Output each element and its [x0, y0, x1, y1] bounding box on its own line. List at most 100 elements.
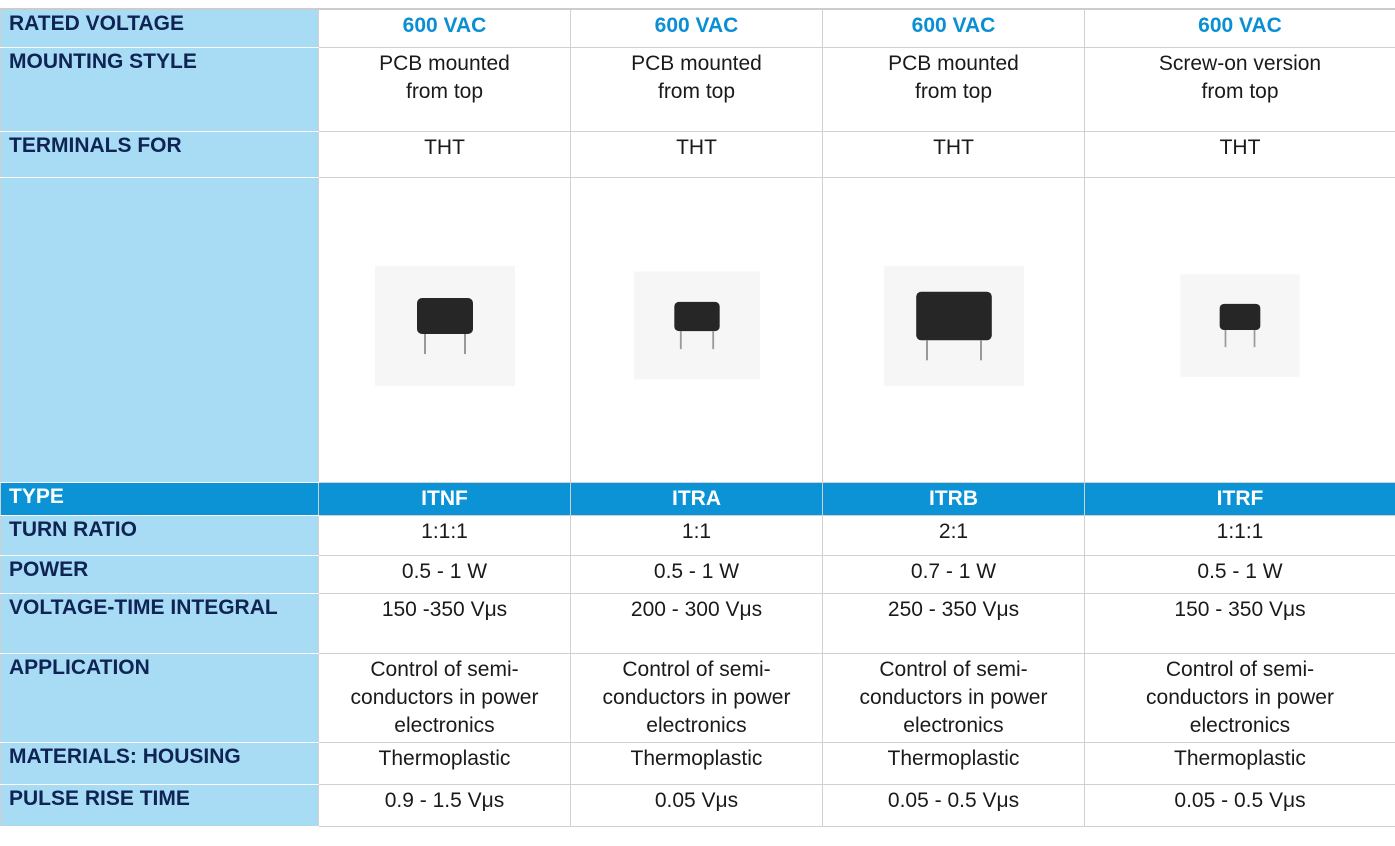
- row-label: TYPE: [0, 481, 319, 516]
- table-cell: Control of semi-conductors in power elect…: [1084, 652, 1395, 743]
- table-cell: 1:1:1: [1084, 514, 1395, 556]
- table-cell: Screw-on version from top: [1084, 46, 1395, 132]
- table-cell: Thermoplastic: [1084, 741, 1395, 785]
- table-cell: Thermoplastic: [570, 741, 823, 785]
- cell-text: from top: [657, 79, 736, 103]
- cell-text: 0.05 Vμs: [654, 788, 739, 812]
- row-label: APPLICATION: [0, 652, 319, 743]
- table-cell: 600 VAC: [822, 8, 1085, 48]
- cell-text: 1:1: [681, 519, 712, 543]
- cell-text: 200 - 300 Vμs: [630, 597, 763, 621]
- cell-text: THT: [676, 135, 717, 159]
- cell-text: THT: [933, 135, 974, 159]
- cell-text: 250 - 350 Vμs: [887, 597, 1020, 621]
- table-cell: PCB mounted from top: [570, 46, 823, 132]
- table-cell: Control of semi-conductors in power elect…: [822, 652, 1085, 743]
- row-label: PULSE RISE TIME: [0, 783, 319, 827]
- cell-text: conductors in power: [859, 685, 1048, 709]
- table-cell: Control of semi-conductors in power elect…: [318, 652, 571, 743]
- image-row: [0, 176, 1395, 483]
- cell-text: 1:1:1: [1216, 519, 1264, 543]
- table-cell: 150 -350 Vμs: [318, 592, 571, 654]
- row-label-blank: [0, 176, 319, 483]
- product-photo: [633, 271, 760, 380]
- spec-table: RATED VOLTAGE 600 VAC 600 VAC 600 VAC 600 VA…: [0, 8, 1395, 827]
- row-label: MATERIALS: HOUSING: [0, 741, 319, 785]
- cell-text: electronics: [646, 713, 747, 737]
- table-cell: 0.7 - 1 W: [822, 554, 1085, 594]
- table-cell: 0.05 Vμs: [570, 783, 823, 827]
- cell-text: 150 -350 Vμs: [381, 597, 508, 621]
- cell-text: Thermoplastic: [887, 746, 1020, 770]
- cell-text: Control of semi-: [370, 657, 519, 681]
- cell-text: electronics: [1189, 713, 1291, 737]
- cell-text: Thermoplastic: [378, 746, 511, 770]
- table-row: MOUNTING STYLE PCB mounted from top PCB mou…: [0, 46, 1395, 132]
- cell-text: Control of semi-: [879, 657, 1028, 681]
- cell-text: PCB mounted: [631, 51, 762, 75]
- table-cell: 200 - 300 Vμs: [570, 592, 823, 654]
- cell-text: 0.5 - 1 W: [1197, 559, 1283, 583]
- product-photo: [374, 265, 515, 386]
- table-cell: 250 - 350 Vμs: [822, 592, 1085, 654]
- cell-text: 1:1:1: [421, 519, 468, 543]
- type-cell: ITRA: [570, 481, 823, 516]
- row-label: TURN RATIO: [0, 514, 319, 556]
- table-cell: THT: [570, 130, 823, 178]
- cell-text: PCB mounted: [888, 51, 1019, 75]
- cell-text: 600 VAC: [911, 14, 996, 37]
- cell-text: electronics: [903, 713, 1004, 737]
- cell-text: from top: [405, 79, 484, 103]
- cell-text: Thermoplastic: [1174, 746, 1306, 770]
- table-cell: 150 - 350 Vμs: [1084, 592, 1395, 654]
- type-row: TYPE ITNF ITRA ITRB ITRF: [0, 481, 1395, 516]
- product-photo: [1180, 274, 1300, 377]
- cell-text: conductors in power: [602, 685, 791, 709]
- cell-text: electronics: [394, 713, 495, 737]
- product-photo-cell: [570, 176, 823, 483]
- cell-text: Control of semi-: [1165, 657, 1315, 681]
- table-cell: Control of semi-conductors in power elect…: [570, 652, 823, 743]
- product-photo-cell: [1084, 176, 1395, 483]
- table-cell: PCB mounted from top: [318, 46, 571, 132]
- cell-text: 0.7 - 1 W: [910, 559, 997, 583]
- cell-text: 0.9 - 1.5 Vμs: [384, 788, 505, 812]
- type-cell: ITNF: [318, 481, 571, 516]
- table-row: POWER 0.5 - 1 W 0.5 - 1 W 0.7 - 1 W 0.5 - 1 …: [0, 554, 1395, 594]
- row-label: VOLTAGE-TIME INTEGRAL: [0, 592, 319, 654]
- table-cell: 1:1:1: [318, 514, 571, 556]
- cell-text: THT: [424, 135, 465, 159]
- table-cell: Thermoplastic: [318, 741, 571, 785]
- table-cell: 0.05 - 0.5 Vμs: [1084, 783, 1395, 827]
- cell-text: 0.05 - 0.5 Vμs: [887, 788, 1020, 812]
- cell-text: from top: [1201, 79, 1279, 103]
- table-cell: 0.5 - 1 W: [318, 554, 571, 594]
- type-cell: ITRB: [822, 481, 1085, 516]
- product-photo-cell: [318, 176, 571, 483]
- table-row: PULSE RISE TIME 0.9 - 1.5 Vμs 0.05 Vμs 0.05…: [0, 783, 1395, 827]
- table-cell: 1:1: [570, 514, 823, 556]
- table-cell: THT: [318, 130, 571, 178]
- table-cell: THT: [1084, 130, 1395, 178]
- cell-text: 0.5 - 1 W: [653, 559, 740, 583]
- table-cell: 600 VAC: [318, 8, 571, 48]
- page: RATED VOLTAGE 600 VAC 600 VAC 600 VAC 600 VA…: [0, 8, 1395, 846]
- table-cell: 0.05 - 0.5 Vμs: [822, 783, 1085, 827]
- table-row: RATED VOLTAGE 600 VAC 600 VAC 600 VAC 600 VA…: [0, 8, 1395, 48]
- type-cell: ITRF: [1084, 481, 1395, 516]
- table-cell: 0.9 - 1.5 Vμs: [318, 783, 571, 827]
- table-row: APPLICATION Control of semi-conductors in…: [0, 652, 1395, 743]
- cell-text: 150 - 350 Vμs: [1174, 597, 1306, 621]
- table-cell: 600 VAC: [570, 8, 823, 48]
- cell-text: 600 VAC: [1198, 14, 1282, 37]
- cell-text: PCB mounted: [379, 51, 510, 75]
- row-label: TERMINALS FOR: [0, 130, 319, 178]
- row-label: POWER: [0, 554, 319, 594]
- cell-text: 0.05 - 0.5 Vμs: [1174, 788, 1306, 812]
- table-cell: PCB mounted from top: [822, 46, 1085, 132]
- table-cell: 0.5 - 1 W: [570, 554, 823, 594]
- cell-text: Thermoplastic: [630, 746, 763, 770]
- cell-text: Control of semi-: [622, 657, 771, 681]
- cell-text: from top: [914, 79, 993, 103]
- cell-text: conductors in power: [350, 685, 539, 709]
